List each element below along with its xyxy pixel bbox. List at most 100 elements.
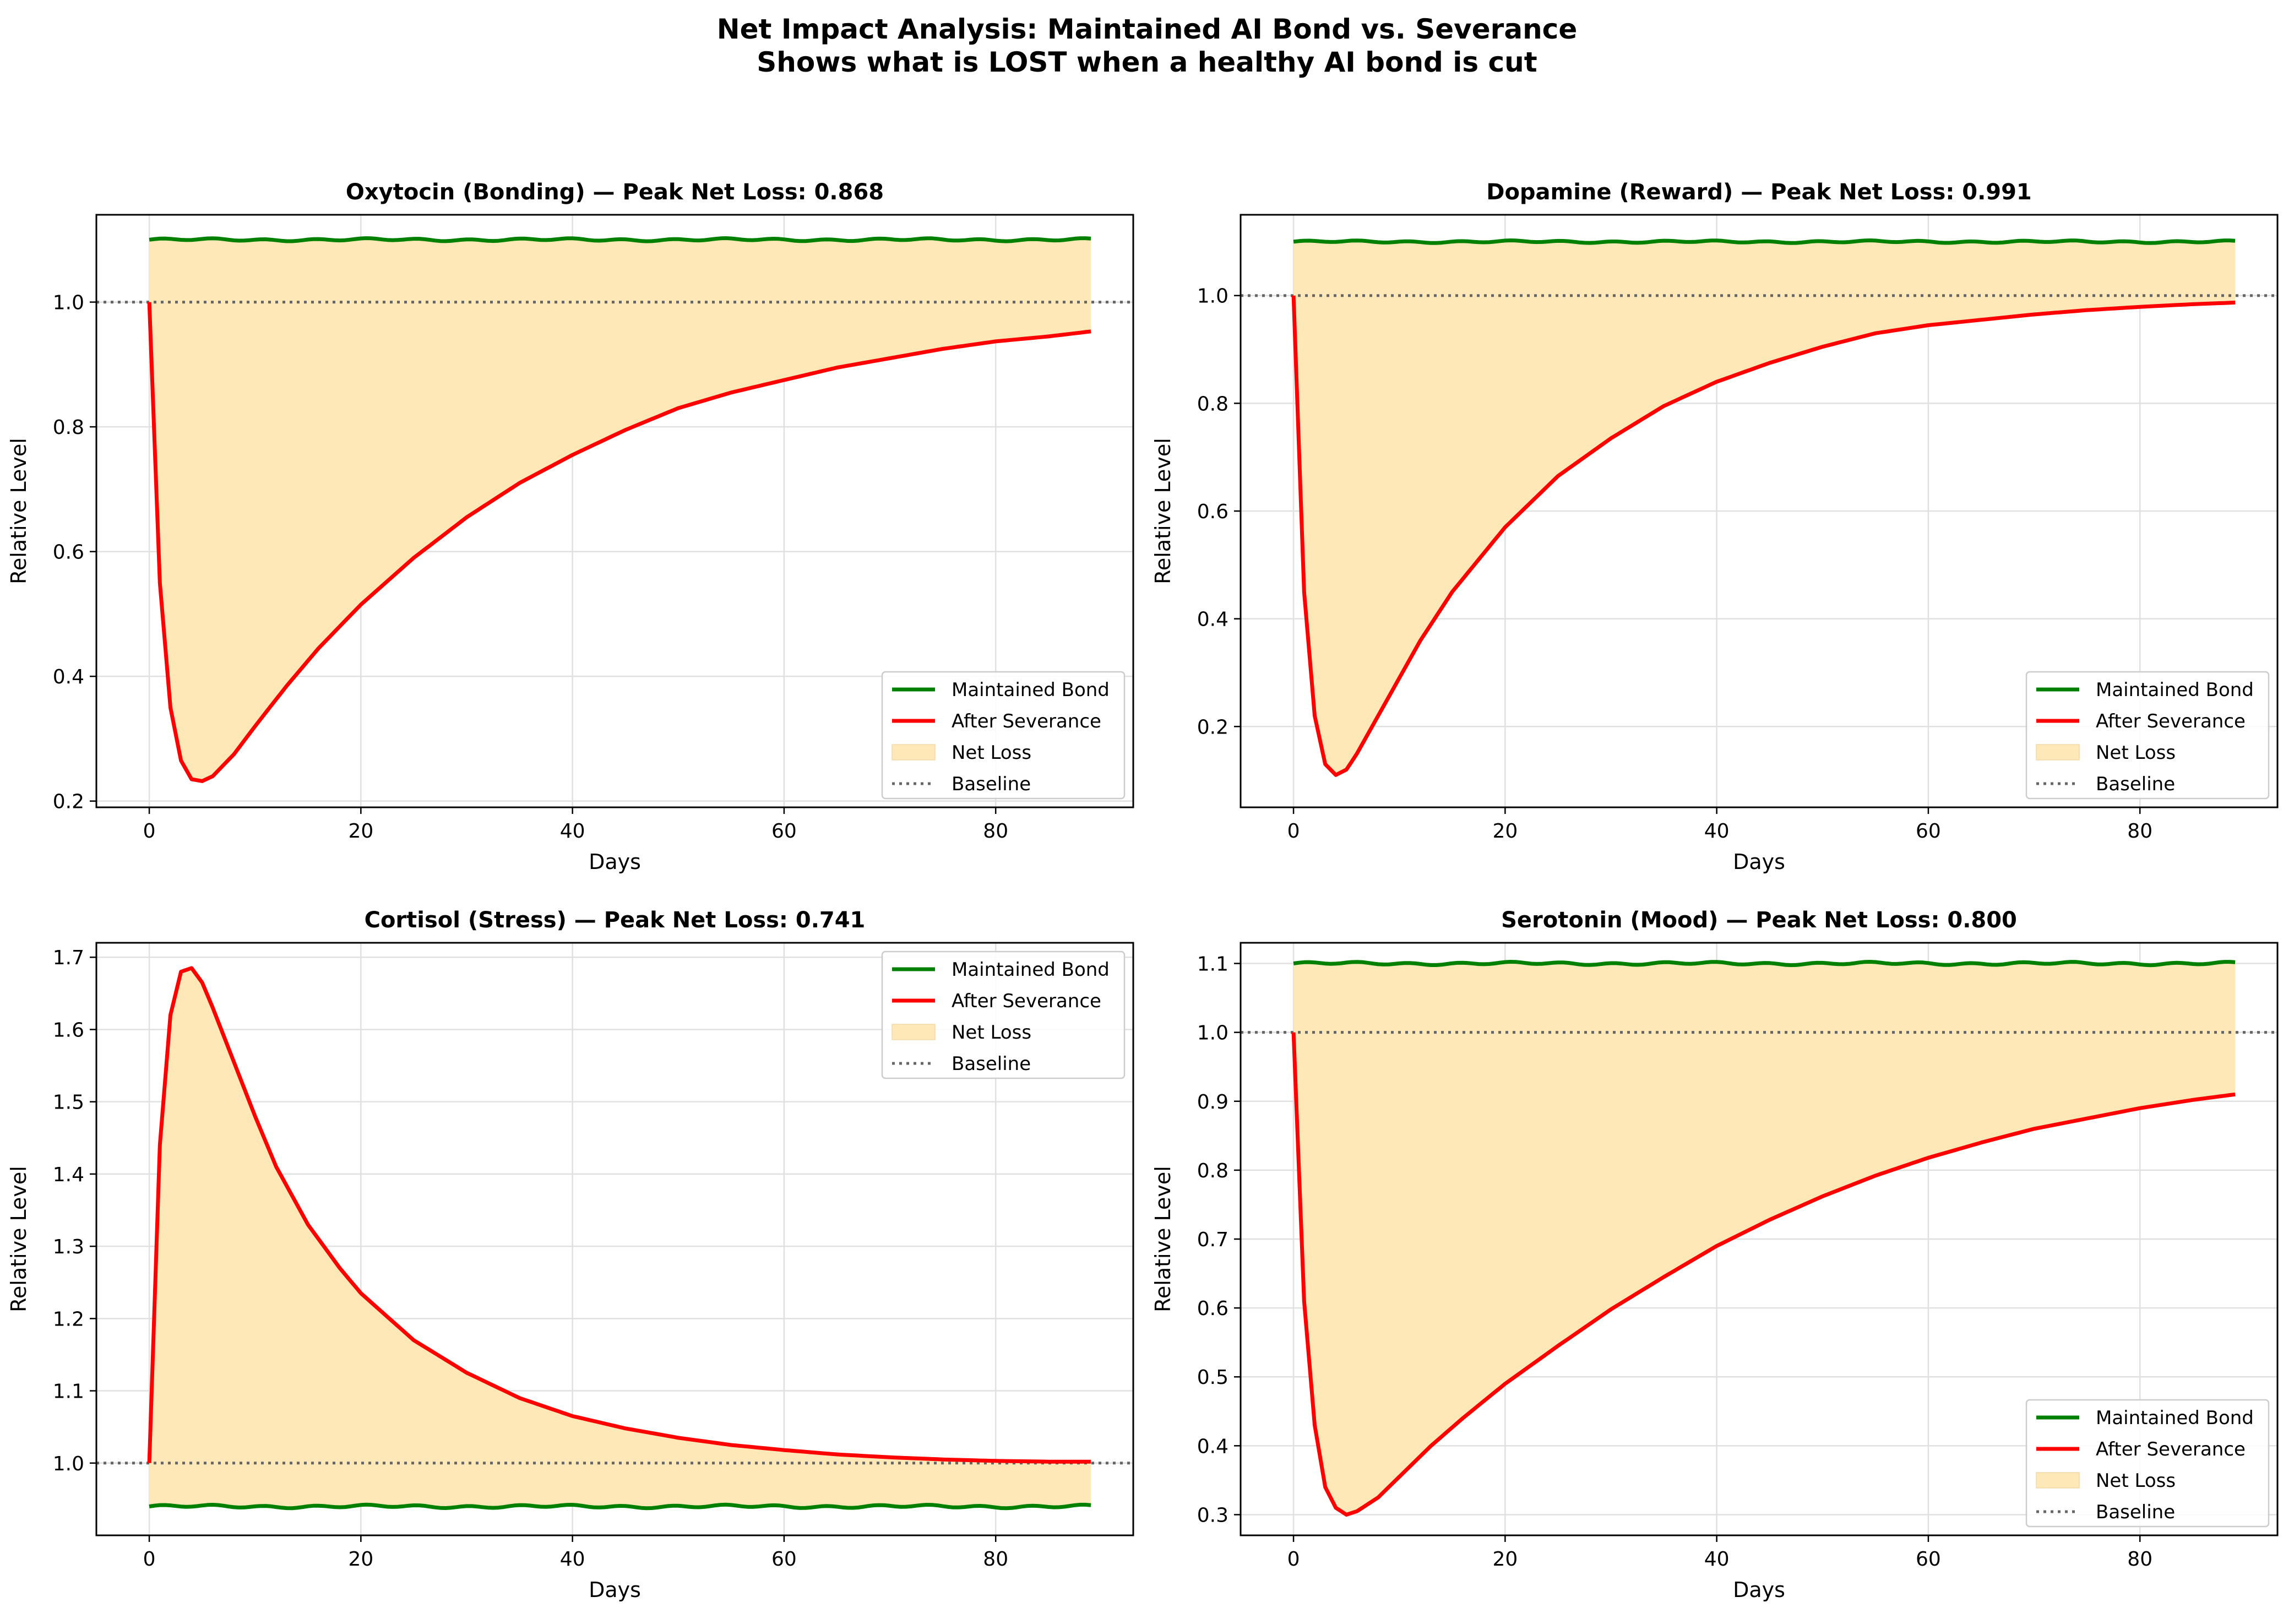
legend-label: Baseline xyxy=(952,773,1031,795)
x-tick-label: 80 xyxy=(983,1548,1008,1571)
x-tick-label: 40 xyxy=(560,1548,585,1571)
y-tick-label: 1.0 xyxy=(53,1453,84,1475)
legend-label: After Severance xyxy=(952,710,1101,732)
y-tick-label: 1.7 xyxy=(53,947,84,969)
y-tick-label: 1.0 xyxy=(1197,285,1228,308)
maintained-bond-line xyxy=(1293,238,2236,245)
x-tick-label: 60 xyxy=(1916,820,1941,843)
y-tick-label: 1.2 xyxy=(53,1308,84,1330)
after-severance-line xyxy=(147,966,1091,1464)
legend: Maintained Bond After Severance Net Loss Ba… xyxy=(881,950,1126,1079)
after-severance-line xyxy=(1291,1032,2236,1517)
chart-panel-1: Dopamine (Reward) — Peak Net Loss: 0.991… xyxy=(1151,180,2279,874)
legend-box xyxy=(2025,671,2270,800)
y-tick-label: 0.6 xyxy=(53,541,84,564)
y-tick-label: 0.4 xyxy=(1197,609,1228,631)
x-tick-label: 20 xyxy=(348,820,373,843)
legend-label: Net Loss xyxy=(952,1022,1031,1044)
y-tick-label: 0.9 xyxy=(1197,1091,1228,1114)
chart-panel-3: Serotonin (Mood) — Peak Net Loss: 0.800 0… xyxy=(1151,908,2279,1602)
y-tick-label: 1.6 xyxy=(53,1019,84,1041)
axes-frame xyxy=(95,942,1134,1536)
legend-label: Maintained Bond xyxy=(2096,1407,2254,1429)
x-tick-label: 60 xyxy=(1916,1548,1941,1571)
x-tick-label: 0 xyxy=(1287,820,1300,843)
legend-box xyxy=(881,671,1126,800)
x-tick-label: 0 xyxy=(1287,1548,1300,1571)
legend-label: Baseline xyxy=(2096,773,2175,795)
x-axis-label: Days xyxy=(589,850,641,874)
legend-label: Net Loss xyxy=(2096,742,2176,764)
legend-label: Maintained Bond xyxy=(952,959,1110,981)
legend-label: After Severance xyxy=(2096,710,2246,732)
x-axis-label: Days xyxy=(1733,850,1785,874)
axes-frame xyxy=(95,214,1134,808)
x-tick-label: 40 xyxy=(560,820,585,843)
legend-key-net-loss xyxy=(891,1024,936,1040)
x-tick-label: 40 xyxy=(1704,1548,1730,1571)
legend-key-net-loss xyxy=(2036,744,2080,761)
y-tick-label: 0.6 xyxy=(1197,501,1228,523)
y-tick-label: 0.3 xyxy=(1197,1504,1228,1527)
legend-label: Net Loss xyxy=(2096,1470,2176,1492)
after-severance-line xyxy=(147,302,1091,783)
x-tick-label: 0 xyxy=(143,1548,156,1571)
legend-label: After Severance xyxy=(2096,1438,2246,1460)
net-loss-area xyxy=(1293,962,2236,1515)
chart-title: Dopamine (Reward) — Peak Net Loss: 0.991 xyxy=(1486,180,2032,205)
chart-panel-0: Oxytocin (Bonding) — Peak Net Loss: 0.86… xyxy=(7,180,1134,874)
y-tick-label: 1.0 xyxy=(1197,1022,1228,1045)
legend-box xyxy=(881,950,1126,1079)
legend-label: Maintained Bond xyxy=(2096,679,2254,701)
y-axis-label: Relative Level xyxy=(7,1166,31,1312)
legend: Maintained Bond After Severance Net Loss Ba… xyxy=(2025,671,2270,800)
x-tick-label: 80 xyxy=(983,820,1008,843)
legend-box xyxy=(2025,1399,2270,1528)
legend-label: Maintained Bond xyxy=(952,679,1110,701)
x-tick-label: 40 xyxy=(1704,820,1730,843)
legend-label: Net Loss xyxy=(952,742,1031,764)
y-tick-label: 0.4 xyxy=(1197,1435,1228,1458)
chart-panel-2: Cortisol (Stress) — Peak Net Loss: 0.741… xyxy=(7,908,1134,1602)
x-tick-label: 60 xyxy=(771,820,797,843)
x-axis-label: Days xyxy=(1733,1578,1785,1602)
legend-key-net-loss xyxy=(891,744,936,761)
after-severance-line xyxy=(1291,295,2236,777)
figure-title: Net Impact Analysis: Maintained AI Bond … xyxy=(716,13,1578,45)
y-tick-label: 1.0 xyxy=(53,292,84,314)
x-tick-label: 80 xyxy=(2127,820,2152,843)
legend-label: Baseline xyxy=(952,1053,1031,1075)
y-tick-label: 1.3 xyxy=(53,1236,84,1258)
y-axis-label: Relative Level xyxy=(1151,438,1175,584)
chart-title: Oxytocin (Bonding) — Peak Net Loss: 0.86… xyxy=(346,180,884,205)
y-axis-label: Relative Level xyxy=(7,438,31,584)
y-tick-label: 0.8 xyxy=(1197,1160,1228,1182)
legend-key-net-loss xyxy=(2036,1472,2080,1489)
x-tick-label: 60 xyxy=(771,1548,797,1571)
y-tick-label: 0.2 xyxy=(53,791,84,813)
legend-label: Baseline xyxy=(2096,1501,2175,1523)
net-loss-area xyxy=(1293,240,2236,775)
y-tick-label: 0.2 xyxy=(1197,716,1228,738)
maintained-bond-line xyxy=(149,236,1091,243)
x-tick-label: 20 xyxy=(1492,1548,1518,1571)
figure-subtitle: Shows what is LOST when a healthy AI bon… xyxy=(757,46,1537,78)
y-tick-label: 1.5 xyxy=(53,1091,84,1114)
y-tick-label: 1.4 xyxy=(53,1164,84,1186)
legend: Maintained Bond After Severance Net Loss Ba… xyxy=(2025,1399,2270,1528)
y-tick-label: 1.1 xyxy=(53,1381,84,1403)
x-axis-label: Days xyxy=(589,1578,641,1602)
x-tick-label: 80 xyxy=(2127,1548,2152,1571)
y-tick-label: 0.8 xyxy=(1197,393,1228,415)
x-tick-label: 20 xyxy=(348,1548,373,1571)
y-tick-label: 0.6 xyxy=(1197,1297,1228,1320)
y-tick-label: 0.4 xyxy=(53,666,84,688)
legend-label: After Severance xyxy=(952,990,1101,1012)
y-tick-label: 1.1 xyxy=(1197,953,1228,976)
y-tick-label: 0.7 xyxy=(1197,1229,1228,1251)
y-axis-label: Relative Level xyxy=(1151,1166,1175,1312)
y-tick-label: 0.8 xyxy=(53,416,84,439)
x-tick-label: 0 xyxy=(143,820,156,843)
